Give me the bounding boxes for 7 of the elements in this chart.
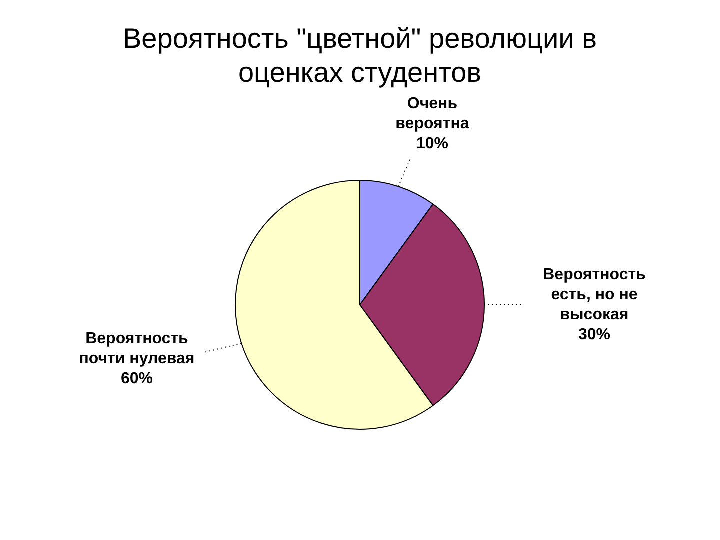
chart-title: Вероятность "цветной" революции в оценках студентов: [122, 22, 598, 90]
data-label: 30%: [578, 326, 611, 344]
data-label: 60%: [120, 370, 153, 388]
slice-label: Вероятность почти нулевая: [79, 330, 195, 368]
slice-label: Вероятность есть, но не высокая: [543, 266, 646, 324]
data-label: 10%: [416, 135, 448, 152]
slice-label: Очень вероятна: [396, 95, 470, 132]
